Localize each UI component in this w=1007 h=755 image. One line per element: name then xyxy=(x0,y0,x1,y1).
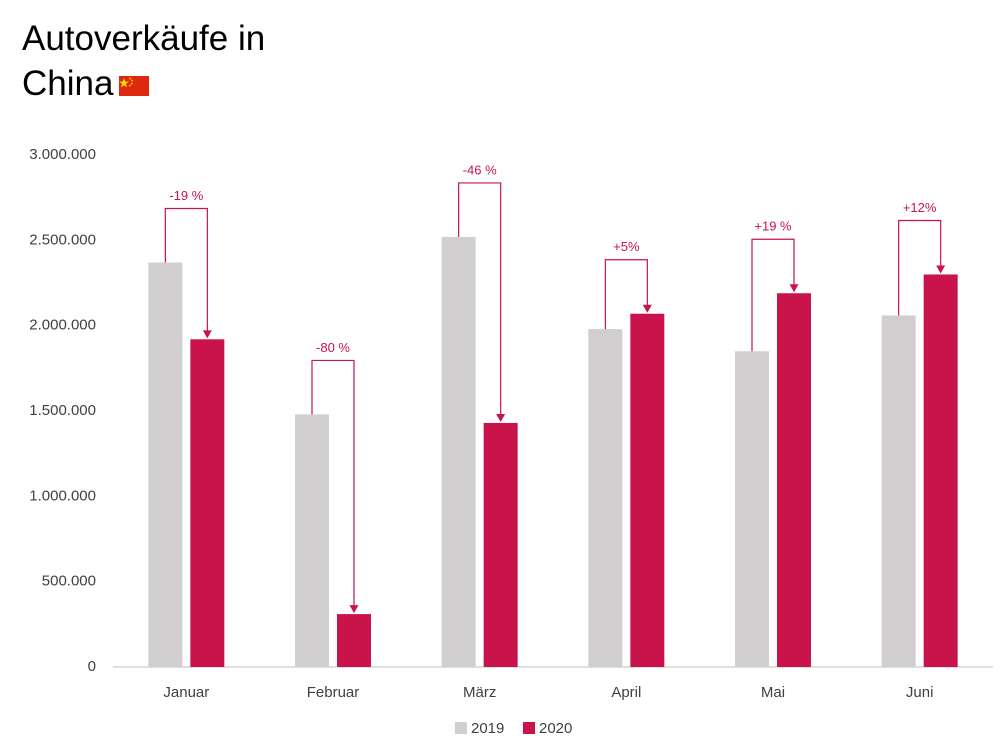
change-arrowhead xyxy=(789,284,799,293)
bar xyxy=(190,339,225,667)
legend-label: 2020 xyxy=(539,720,572,737)
y-tick-label: 3.000.000 xyxy=(29,146,96,163)
change-bracket xyxy=(164,207,208,332)
change-arrowhead xyxy=(936,265,946,274)
legend-label: 2019 xyxy=(471,720,504,737)
bar xyxy=(735,351,769,667)
y-tick-label: 2.000.000 xyxy=(29,317,96,334)
bar xyxy=(148,262,183,667)
change-label: -46 % xyxy=(463,162,497,177)
change-bracket xyxy=(898,219,942,316)
y-tick-label: 500.000 xyxy=(42,573,96,590)
bar xyxy=(588,329,623,667)
change-label: +19 % xyxy=(754,219,792,234)
y-tick-label: 1.500.000 xyxy=(29,402,96,419)
x-tick-label: April xyxy=(611,684,641,701)
x-tick-label: Juni xyxy=(906,684,934,701)
bar xyxy=(777,293,811,667)
bar xyxy=(441,236,476,668)
bar xyxy=(630,313,665,667)
bar xyxy=(337,614,371,667)
x-tick-label: Januar xyxy=(163,684,209,701)
flag-icon xyxy=(119,76,150,96)
chart-title: Autoverkäufe in China xyxy=(22,19,266,103)
change-label: +12% xyxy=(903,200,937,215)
change-bracket xyxy=(604,259,648,330)
change-label: +5% xyxy=(613,239,640,254)
change-arrowhead xyxy=(202,330,212,339)
legend-swatch xyxy=(455,722,467,734)
change-arrowhead xyxy=(642,304,652,313)
bar xyxy=(483,422,518,667)
y-tick-label: 1.000.000 xyxy=(29,487,96,504)
change-label: -19 % xyxy=(169,188,203,203)
bar xyxy=(881,315,916,667)
change-arrowhead xyxy=(349,605,359,614)
title-block: Autoverkäufe in China xyxy=(22,16,312,106)
change-label: -80 % xyxy=(316,340,350,355)
change-bracket xyxy=(751,238,795,352)
x-tick-label: Februar xyxy=(307,684,360,701)
bar xyxy=(923,274,958,667)
change-bracket xyxy=(458,182,502,415)
change-bracket xyxy=(311,359,355,607)
y-tick-label: 2.500.000 xyxy=(29,231,96,248)
legend-swatch xyxy=(523,722,535,734)
bar xyxy=(295,414,329,667)
y-tick-label: 0 xyxy=(88,658,96,675)
x-tick-label: März xyxy=(463,684,496,701)
change-arrowhead xyxy=(496,413,506,422)
x-tick-label: Mai xyxy=(761,684,785,701)
